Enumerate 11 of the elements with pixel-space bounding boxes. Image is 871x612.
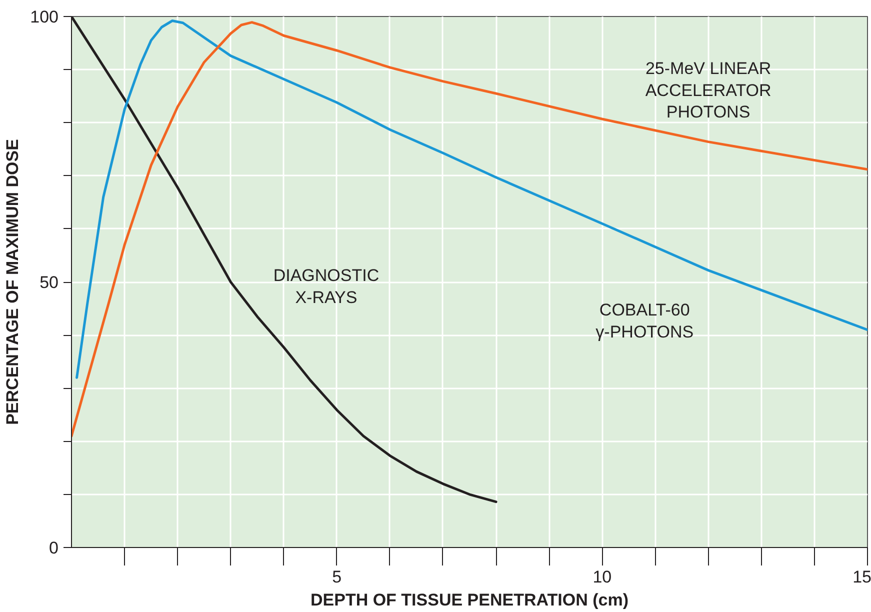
x-axis-title: DEPTH OF TISSUE PENETRATION (cm)	[310, 590, 629, 610]
x-tick-label: 10	[592, 568, 612, 586]
series-label: COBALT-60 γ-PHOTONS	[596, 300, 694, 342]
series-label: DIAGNOSTIC X-RAYS	[273, 266, 380, 307]
x-tick-label: 15	[852, 568, 871, 586]
y-tick-label: 100	[30, 8, 59, 26]
series-label: 25-MeV LINEAR ACCELERATOR PHOTONS	[645, 58, 772, 122]
y-tick-label: 50	[40, 273, 59, 292]
x-tick-label: 5	[332, 568, 342, 586]
y-tick-label: 0	[49, 538, 59, 558]
y-axis-title: PERCENTAGE OF MAXIMUM DOSE	[3, 139, 22, 425]
